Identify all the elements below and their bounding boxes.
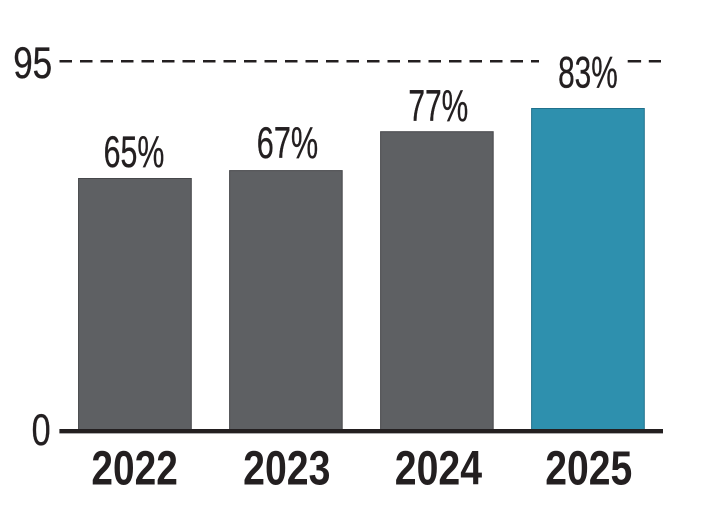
svg-text:65%: 65% <box>104 128 165 177</box>
svg-text:83%: 83% <box>558 48 618 97</box>
svg-text:2025: 2025 <box>545 443 632 496</box>
svg-text:2024: 2024 <box>395 443 483 496</box>
svg-text:2023: 2023 <box>243 443 330 496</box>
svg-text:77%: 77% <box>408 82 468 131</box>
svg-text:95: 95 <box>13 39 52 88</box>
svg-text:0: 0 <box>32 406 51 455</box>
svg-text:2022: 2022 <box>91 443 177 496</box>
svg-text:67%: 67% <box>257 119 318 168</box>
